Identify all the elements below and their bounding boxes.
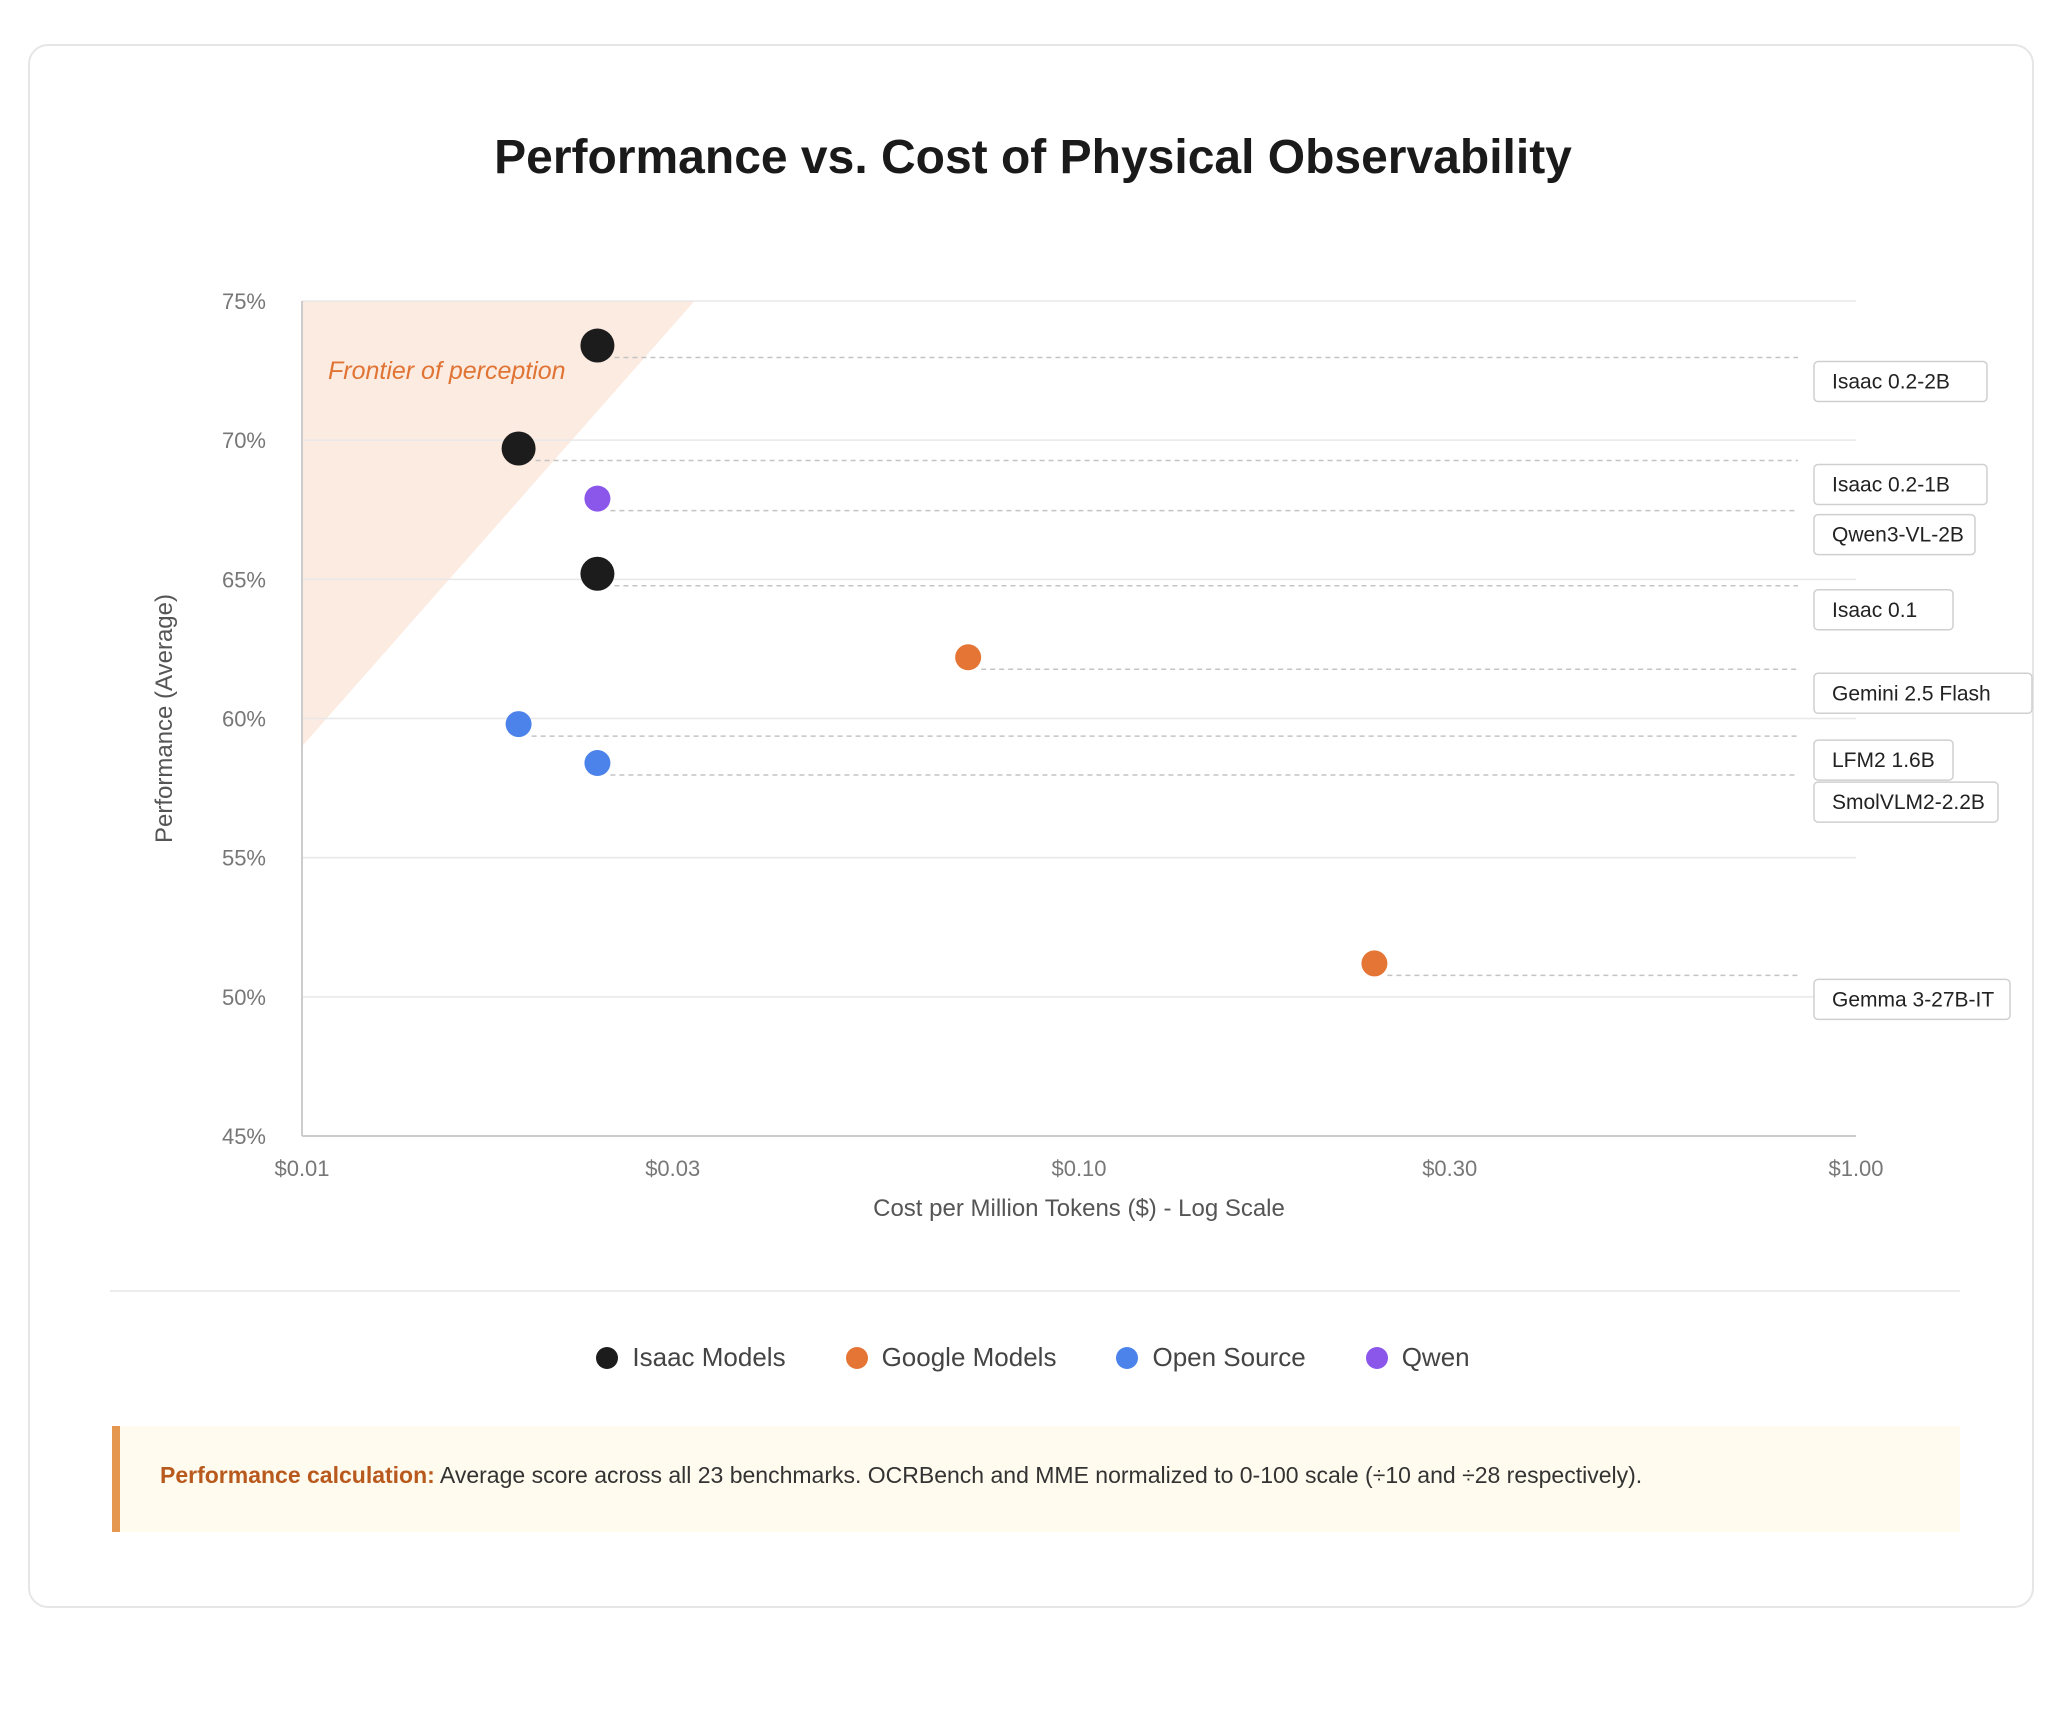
axes-group [301,301,1856,1137]
callout-label: Isaac 0.1 [1832,599,1917,622]
performance-note: Performance calculation: Average score a… [112,1426,1960,1532]
callout-label: Gemma 3-27B-IT [1832,988,1994,1011]
callout-box [1813,589,1954,631]
data-point [580,328,615,363]
x-tick-label: $0.30 [1422,1156,1477,1181]
legend-item-google[interactable]: Google Models [845,1342,1057,1373]
legend: Isaac Models Google Models Open Source Q… [30,1342,2036,1373]
y-tick-label: 60% [222,707,266,732]
chart-card: Performance vs. Cost of Physical Observa… [28,44,2034,1608]
note-label: Performance calculation: [160,1462,435,1488]
callout-label: LFM2 1.6B [1832,749,1935,772]
data-point [580,556,615,591]
scatter-plot: Frontier of perception 45% 50% 55% 60% 65% 70… [151,289,2033,1222]
legend-item-open-source[interactable]: Open Source [1116,1342,1306,1373]
x-tick-label: $0.01 [274,1156,329,1181]
data-point [584,750,611,777]
x-tick-label: $0.10 [1051,1156,1106,1181]
data-point [501,431,536,466]
frontier-region [302,301,695,747]
legend-label-qwen: Qwen [1401,1342,1470,1372]
leader-lines-group [531,356,1798,977]
data-points-group [501,328,1388,977]
legend-label-isaac: Isaac Models [632,1342,786,1372]
legend-dot-qwen [1365,1346,1388,1369]
frontier-label: Frontier of perception [328,357,566,385]
chart-title: Performance vs. Cost of Physical Observa… [494,131,1572,184]
data-point [955,644,982,671]
x-axis-title: Cost per Million Tokens ($) - Log Scale [873,1195,1285,1222]
data-point [1361,950,1388,977]
callout-box [1813,513,1976,556]
data-point [584,485,611,512]
callout-label: Gemini 2.5 Flash [1832,682,1991,705]
y-tick-label: 55% [222,846,266,871]
callout-box [1813,739,1954,781]
x-tick-label: $1.00 [1828,1156,1883,1181]
data-point [505,711,532,738]
gridlines-group [302,300,1856,998]
callout-box [1813,978,2011,1021]
y-tick-label: 70% [222,428,266,453]
callout-box [1813,781,1999,823]
legend-label-open-source: Open Source [1152,1342,1306,1372]
y-tick-label: 45% [222,1124,266,1149]
callout-label: Qwen3-VL-2B [1832,524,1964,547]
x-tick-label: $0.03 [645,1156,700,1181]
y-tick-label: 50% [222,985,266,1010]
callout-box [1813,360,1988,403]
legend-label-google: Google Models [881,1342,1057,1372]
y-tick-label: 65% [222,567,266,592]
legend-dot-isaac [596,1346,619,1369]
callout-box [1813,672,2033,715]
tick-labels-group: 45% 50% 55% 60% 65% 70% 75% $0.01 $0.03 $0.10 $0.3… [222,289,1884,1181]
legend-divider [110,1290,1960,1292]
axis-titles-group: Cost per Million Tokens ($) - Log Scale P… [151,594,1285,1222]
callout-box [1813,463,1988,506]
callouts-group: Isaac 0.2-2B Isaac 0.2-1B Qwen3-VL-2B Isaac… [1813,360,2033,1021]
legend-dot-open-source [1116,1346,1139,1369]
y-axis-title: Performance (Average) [151,594,178,843]
legend-item-isaac[interactable]: Isaac Models [596,1342,786,1373]
callout-label: Isaac 0.2-1B [1832,474,1950,497]
note-text: Average score across all 23 benchmarks. … [434,1462,1643,1488]
y-tick-label: 75% [222,289,266,314]
callout-label: Isaac 0.2-2B [1832,371,1950,394]
legend-dot-google [845,1346,868,1369]
callout-label: SmolVLM2-2.2B [1832,791,1985,814]
frontier-region-group: Frontier of perception [302,301,695,747]
legend-item-qwen[interactable]: Qwen [1365,1342,1470,1373]
